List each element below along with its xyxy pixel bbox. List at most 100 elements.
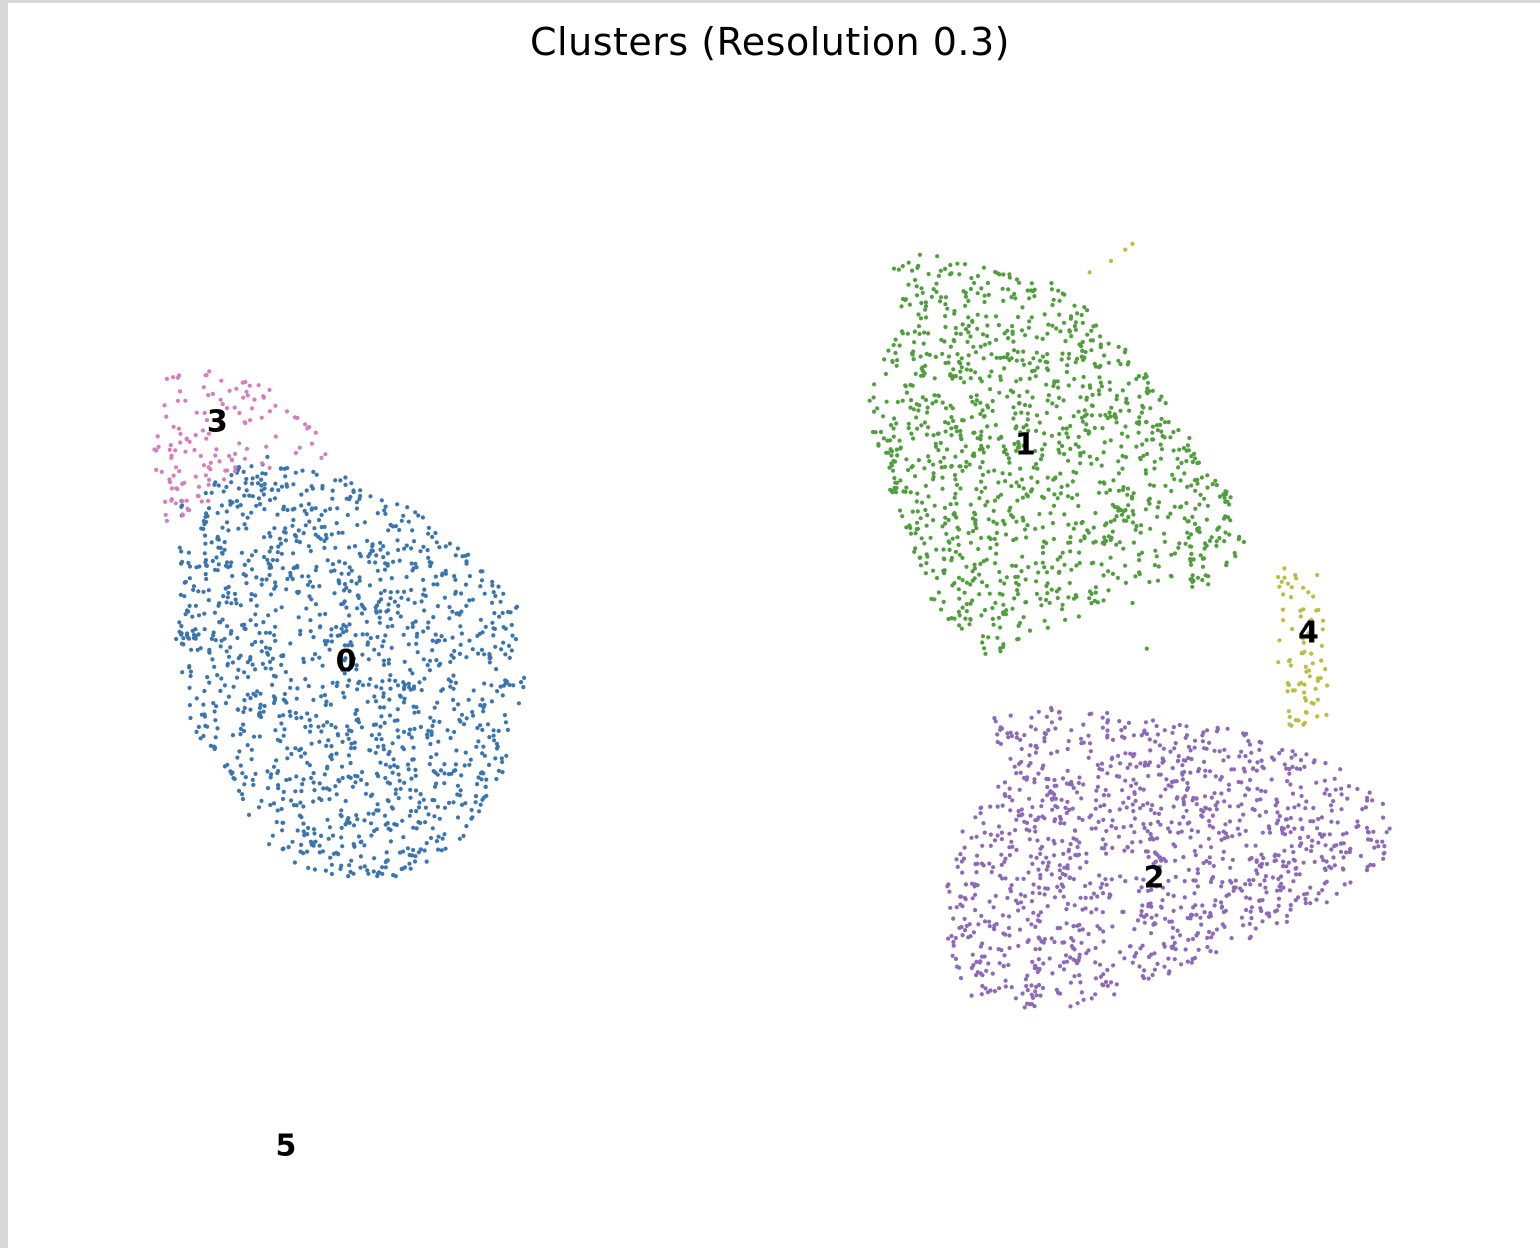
- cluster-1-point: [1045, 398, 1050, 403]
- cluster-1-point: [916, 263, 921, 268]
- cluster-0-point: [337, 559, 342, 564]
- cluster-0-point: [254, 603, 259, 608]
- cluster-0-point: [229, 629, 234, 634]
- cluster-2-point: [1304, 799, 1309, 804]
- cluster-0-point: [407, 861, 412, 866]
- cluster-1-point: [1065, 483, 1070, 488]
- cluster-1-point: [959, 365, 964, 370]
- cluster-0-point: [427, 658, 433, 663]
- cluster-0-point: [354, 708, 360, 713]
- cluster-2-point: [1201, 759, 1207, 765]
- cluster-0-point: [505, 727, 510, 733]
- cluster-2-point: [1287, 766, 1292, 772]
- cluster-0-point: [209, 540, 214, 545]
- cluster-0-point: [268, 775, 273, 780]
- cluster-2-point: [1105, 710, 1110, 716]
- cluster-1-point: [952, 495, 957, 500]
- cluster-4-point: [1323, 667, 1328, 672]
- cluster-0-point: [508, 610, 513, 615]
- cluster-1-point: [944, 531, 949, 537]
- cluster-2-point: [1257, 747, 1262, 753]
- cluster-1-point: [1065, 494, 1071, 499]
- cluster-2-point: [1055, 884, 1060, 890]
- cluster-2-point: [1100, 715, 1105, 720]
- cluster-2-point: [1257, 739, 1262, 745]
- cluster-1-point: [936, 590, 942, 595]
- cluster-2-point: [974, 959, 979, 965]
- cluster-0-point: [322, 693, 327, 698]
- cluster-0-point: [482, 652, 487, 657]
- cluster-0-point: [421, 657, 426, 662]
- cluster-2-point: [1331, 855, 1336, 860]
- cluster-2-point: [1254, 798, 1260, 803]
- cluster-2-point: [1174, 779, 1179, 784]
- cluster-1-point: [981, 450, 986, 455]
- cluster-0-point: [258, 691, 263, 696]
- cluster-1-point: [912, 340, 917, 345]
- cluster-0-point: [476, 651, 481, 656]
- cluster-0-point: [351, 489, 356, 495]
- cluster-1-point: [1066, 522, 1071, 527]
- cluster-0-point: [374, 610, 379, 615]
- cluster-2-point: [946, 936, 951, 941]
- cluster-0-point: [411, 825, 416, 830]
- cluster-1-point: [1227, 532, 1232, 537]
- cluster-3-point: [196, 494, 201, 499]
- cluster-2-point: [982, 830, 987, 835]
- cluster-4-point: [1288, 595, 1294, 600]
- cluster-1-point: [1088, 385, 1093, 390]
- cluster-0-point: [236, 667, 241, 673]
- cluster-0-point: [182, 580, 187, 585]
- cluster-0-point: [430, 638, 435, 643]
- cluster-1-point: [1016, 582, 1021, 587]
- cluster-2-point: [1104, 882, 1109, 887]
- cluster-2-point: [1101, 929, 1106, 934]
- cluster-4-point: [1087, 270, 1092, 275]
- cluster-2-point: [1046, 728, 1051, 733]
- cluster-1-point: [1184, 448, 1189, 453]
- cluster-2-point: [1007, 831, 1012, 836]
- cluster-1-point: [1116, 344, 1121, 349]
- cluster-1-point: [925, 410, 930, 415]
- cluster-3-point: [180, 513, 185, 518]
- cluster-1-point: [1108, 555, 1113, 560]
- cluster-0-point: [242, 670, 247, 675]
- cluster-2-point: [1113, 826, 1119, 831]
- cluster-0-point: [181, 636, 186, 641]
- cluster-2-point: [1324, 879, 1329, 884]
- cluster-2-point: [1154, 884, 1159, 889]
- cluster-1-point: [1193, 488, 1198, 493]
- cluster-2-point: [1248, 777, 1253, 783]
- cluster-3-point: [178, 440, 183, 445]
- cluster-0-point: [454, 748, 459, 753]
- cluster-1-point: [1005, 352, 1010, 357]
- cluster-0-point: [390, 623, 395, 629]
- cluster-2-point: [1033, 829, 1038, 834]
- cluster-0-point: [406, 519, 411, 524]
- cluster-0-point: [269, 772, 274, 777]
- cluster-0-point: [212, 709, 217, 714]
- cluster-0-point: [513, 637, 519, 642]
- cluster-0-point: [398, 694, 403, 699]
- cluster-0-point: [453, 762, 458, 767]
- cluster-1-point: [890, 468, 896, 473]
- cluster-1-point: [1055, 595, 1060, 601]
- cluster-0-point: [458, 642, 463, 647]
- cluster-2-point: [1257, 898, 1262, 904]
- cluster-0-point: [308, 629, 313, 634]
- cluster-0-point: [322, 524, 327, 530]
- cluster-1-point: [1055, 496, 1060, 501]
- cluster-2-point: [945, 884, 950, 889]
- cluster-0-point: [231, 776, 236, 781]
- cluster-0-point: [298, 628, 303, 633]
- cluster-1-point: [1061, 320, 1067, 325]
- cluster-1-point: [1000, 286, 1005, 291]
- cluster-1-point: [1103, 538, 1109, 544]
- cluster-2-point: [1034, 993, 1039, 998]
- cluster-1-point: [1184, 501, 1189, 506]
- cluster-3-point: [319, 455, 324, 460]
- cluster-0-point: [189, 647, 194, 652]
- cluster-1-point: [1019, 477, 1025, 482]
- cluster-1-point: [893, 350, 898, 356]
- cluster-3-point: [198, 453, 203, 459]
